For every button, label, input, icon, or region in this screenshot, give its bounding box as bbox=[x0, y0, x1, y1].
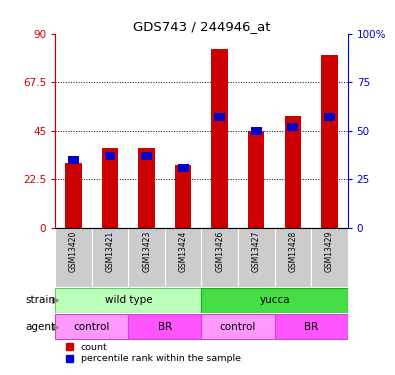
FancyBboxPatch shape bbox=[311, 228, 348, 287]
Bar bbox=[138, 148, 155, 228]
Bar bbox=[65, 163, 82, 228]
FancyBboxPatch shape bbox=[275, 228, 311, 287]
Bar bbox=[102, 148, 118, 228]
Bar bbox=[178, 164, 188, 172]
Text: GSM13423: GSM13423 bbox=[142, 231, 151, 272]
Bar bbox=[141, 152, 152, 160]
FancyBboxPatch shape bbox=[165, 228, 201, 287]
Text: wild type: wild type bbox=[105, 295, 152, 305]
Text: GSM13426: GSM13426 bbox=[215, 231, 224, 272]
Bar bbox=[288, 123, 298, 131]
Text: agent: agent bbox=[26, 321, 56, 332]
Text: control: control bbox=[73, 321, 110, 332]
Text: GSM13427: GSM13427 bbox=[252, 231, 261, 272]
Bar bbox=[251, 127, 261, 135]
Bar bbox=[211, 49, 228, 228]
Text: BR: BR bbox=[158, 321, 172, 332]
Bar bbox=[324, 113, 335, 121]
FancyBboxPatch shape bbox=[55, 228, 92, 287]
Text: BR: BR bbox=[304, 321, 318, 332]
Text: strain: strain bbox=[26, 295, 56, 305]
Text: GSM13420: GSM13420 bbox=[69, 231, 78, 272]
FancyBboxPatch shape bbox=[275, 314, 348, 339]
Bar bbox=[248, 131, 265, 228]
FancyBboxPatch shape bbox=[55, 314, 128, 339]
Text: GSM13428: GSM13428 bbox=[288, 231, 297, 272]
FancyBboxPatch shape bbox=[92, 228, 128, 287]
FancyBboxPatch shape bbox=[55, 288, 201, 313]
Bar bbox=[284, 116, 301, 228]
FancyBboxPatch shape bbox=[128, 228, 165, 287]
Text: GSM13429: GSM13429 bbox=[325, 231, 334, 272]
Text: yucca: yucca bbox=[259, 295, 290, 305]
FancyBboxPatch shape bbox=[128, 314, 201, 339]
Text: GSM13424: GSM13424 bbox=[179, 231, 188, 272]
Text: control: control bbox=[220, 321, 256, 332]
FancyBboxPatch shape bbox=[201, 314, 275, 339]
Title: GDS743 / 244946_at: GDS743 / 244946_at bbox=[133, 20, 270, 33]
Text: GSM13421: GSM13421 bbox=[105, 231, 115, 272]
FancyBboxPatch shape bbox=[238, 228, 275, 287]
Legend: count, percentile rank within the sample: count, percentile rank within the sample bbox=[66, 343, 241, 363]
FancyBboxPatch shape bbox=[201, 288, 348, 313]
Bar bbox=[321, 56, 338, 228]
Bar bbox=[214, 113, 225, 121]
Bar bbox=[68, 156, 79, 164]
Bar bbox=[105, 152, 115, 160]
Bar bbox=[175, 165, 192, 228]
FancyBboxPatch shape bbox=[201, 228, 238, 287]
